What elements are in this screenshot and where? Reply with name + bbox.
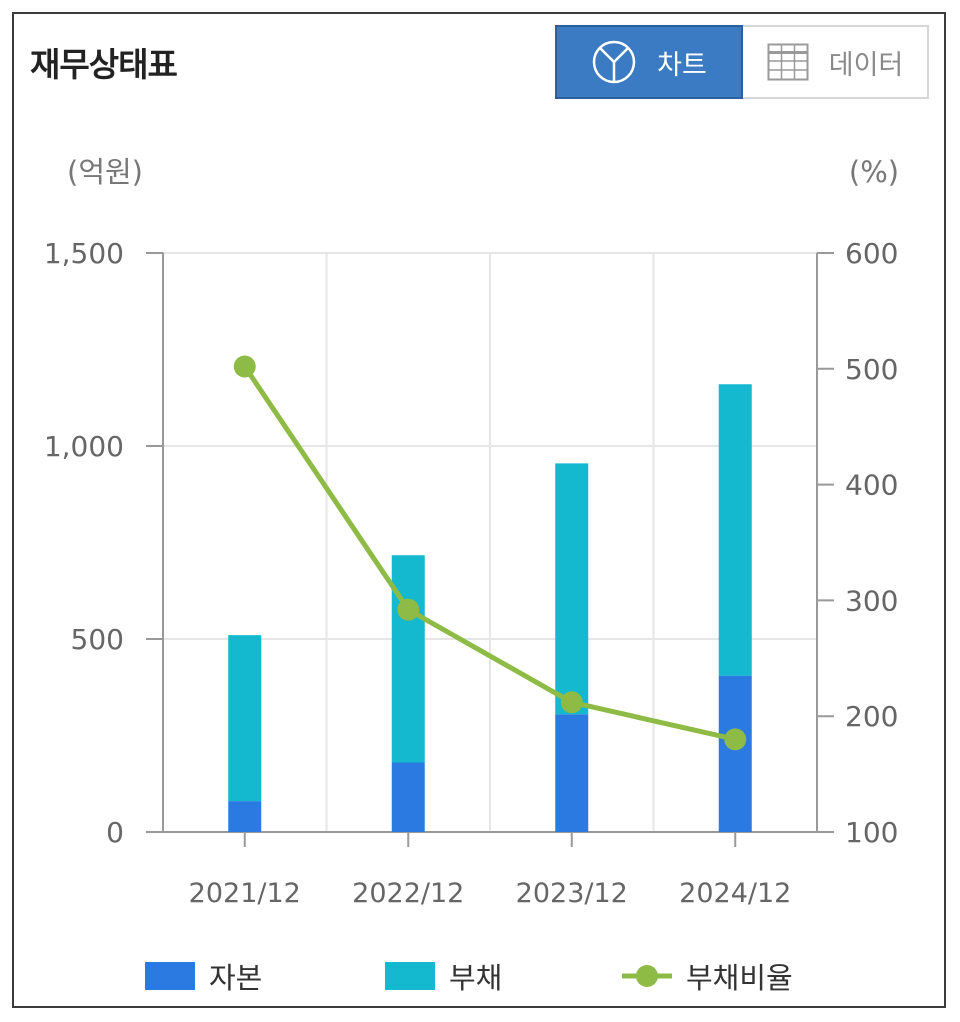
table-grid-icon bbox=[767, 43, 809, 81]
legend-swatch-equity bbox=[145, 962, 195, 990]
right-axis-tick-label: 300 bbox=[845, 584, 898, 617]
page-title: 재무상태표 bbox=[30, 45, 178, 84]
legend-label-liabilities: 부채 bbox=[449, 961, 503, 995]
left-axis-tick-label: 0 bbox=[106, 816, 124, 849]
chart-legend: 자본 부채 부채비율 bbox=[0, 955, 960, 1005]
legend-swatch-debt-ratio bbox=[622, 965, 672, 987]
right-axis-unit: (%) bbox=[849, 155, 899, 189]
bars-layer bbox=[228, 384, 752, 832]
legend-label-equity: 자본 bbox=[209, 961, 263, 995]
line-debt-ratio bbox=[242, 365, 736, 742]
legend-swatch-liabilities bbox=[385, 962, 435, 990]
chart-svg: 0 500 1,000 1,500 100 200 300 400 500 600 2021/12 2… bbox=[44, 155, 899, 909]
bar-liabilities bbox=[228, 635, 262, 802]
x-axis-tick-label: 2021/12 bbox=[189, 878, 301, 909]
bar-equity bbox=[718, 675, 752, 832]
bar-equity bbox=[391, 762, 425, 832]
x-axis-tick-label: 2023/12 bbox=[516, 878, 628, 909]
chart-view-button[interactable]: 차트 bbox=[555, 25, 743, 99]
point-debt-ratio bbox=[397, 598, 420, 621]
point-debt-ratio bbox=[233, 355, 256, 378]
grid-layer bbox=[163, 252, 817, 832]
right-axis-tick-label: 600 bbox=[845, 237, 898, 270]
point-debt-ratio bbox=[560, 691, 583, 714]
data-view-label: 데이터 bbox=[828, 49, 904, 81]
legend-item-equity: 자본 bbox=[145, 955, 262, 997]
line-layer bbox=[233, 355, 747, 751]
bar-liabilities bbox=[391, 555, 425, 763]
left-axis-tick-label: 500 bbox=[71, 623, 124, 656]
bar-liabilities bbox=[718, 384, 752, 676]
point-debt-ratio bbox=[724, 728, 747, 751]
axes-layer: 0 500 1,000 1,500 100 200 300 400 500 600 2021/12 2… bbox=[44, 237, 899, 909]
data-view-button[interactable]: 데이터 bbox=[743, 25, 929, 99]
x-axis-tick-label: 2022/12 bbox=[352, 878, 464, 909]
legend-item-debt-ratio: 부채비율 bbox=[622, 955, 793, 997]
left-axis-tick-label: 1,500 bbox=[44, 237, 124, 270]
legend-label-debt-ratio: 부채비율 bbox=[686, 961, 793, 995]
chart-card bbox=[12, 12, 946, 1008]
right-axis-tick-label: 200 bbox=[845, 700, 898, 733]
pie-chart-icon bbox=[592, 40, 636, 84]
left-axis-unit: (억원) bbox=[67, 155, 143, 189]
chart-view-label: 차트 bbox=[657, 49, 707, 81]
bar-equity bbox=[228, 801, 262, 832]
right-axis-tick-label: 500 bbox=[845, 353, 898, 386]
left-axis-tick-label: 1,000 bbox=[44, 430, 124, 463]
x-axis-tick-label: 2024/12 bbox=[679, 878, 791, 909]
right-axis-tick-label: 400 bbox=[845, 469, 898, 502]
bar-equity bbox=[555, 714, 589, 832]
bar-liabilities bbox=[555, 463, 589, 715]
legend-item-liabilities: 부채 bbox=[385, 955, 502, 997]
view-toggle: 차트 데이터 bbox=[555, 25, 929, 99]
right-axis-tick-label: 100 bbox=[845, 816, 898, 849]
